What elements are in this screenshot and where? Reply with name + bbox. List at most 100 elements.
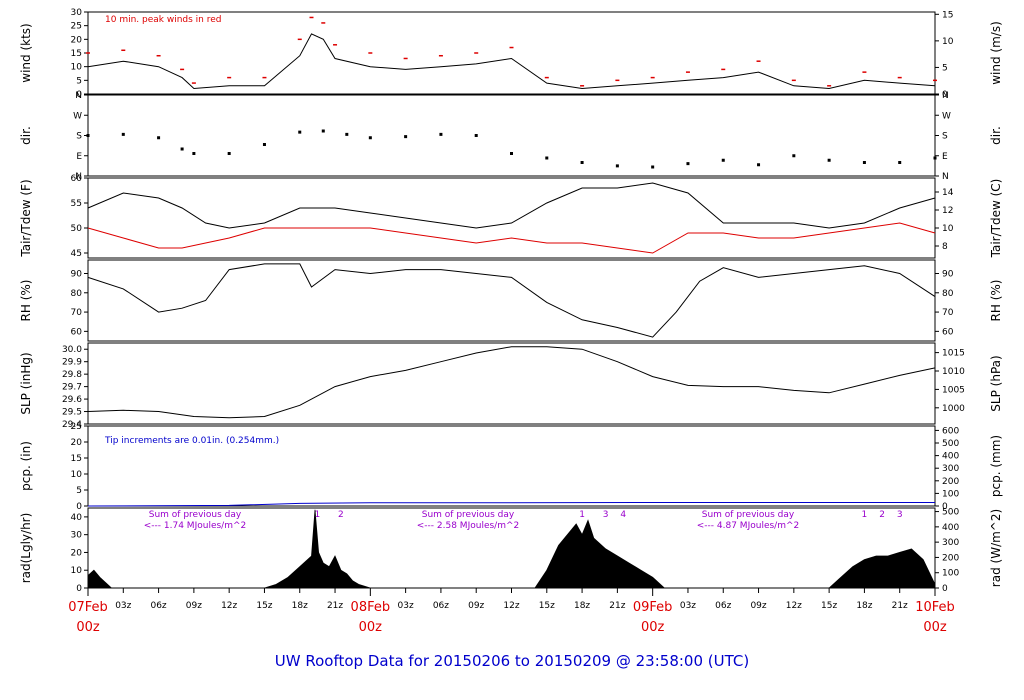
hour-tick-label: 06z [715, 601, 731, 611]
panel-frame [87, 507, 936, 589]
hour-tick-label: 03z [115, 601, 131, 611]
left-tick-label: 20 [71, 548, 83, 558]
right-tick-label: S [942, 132, 948, 142]
radiation-marker: 1 [862, 510, 868, 520]
rh-series-0 [87, 263, 936, 338]
left-tick-label: 29.5 [62, 408, 82, 418]
dir-point [192, 152, 196, 155]
left-tick-label: 29.7 [62, 383, 82, 393]
left-axis-label: rad(Lgly/hr) [19, 513, 33, 584]
radiation-marker: 2 [879, 510, 885, 520]
day-hour-label: 00z [359, 620, 383, 635]
left-tick-label: 0 [76, 90, 82, 100]
dir-point [862, 161, 866, 164]
temp-series-1 [87, 222, 936, 254]
right-tick-label: 100 [942, 569, 959, 579]
right-axis-label: wind (m/s) [989, 21, 1003, 85]
hour-tick-label: 15z [821, 601, 837, 611]
left-tick-label: 60 [71, 327, 83, 337]
figure-title: UW Rooftop Data for 20150206 to 20150209… [275, 652, 749, 670]
dir-point [686, 162, 690, 166]
left-tick-label: 29.9 [62, 358, 82, 368]
left-axis-label: RH (%) [19, 280, 33, 322]
time-axis: 03z 06z 09z 12z 15z 18z 21z 03z 06z 09z 12z 15z 18z 2… [68, 588, 955, 635]
right-tick-label: 300 [942, 538, 959, 548]
day-hour-label: 00z [923, 620, 947, 635]
radiation-marker: 4 [620, 510, 626, 520]
left-tick-label: 15 [71, 454, 82, 464]
left-tick-label: 20 [71, 438, 83, 448]
hour-tick-label: 12z [786, 601, 802, 611]
dir-point [439, 132, 443, 136]
pcp-annotation: Tip increments are 0.01in. (0.254mm.) [104, 436, 279, 446]
dir-point [180, 147, 184, 151]
right-tick-label: 90 [942, 270, 954, 280]
day-date-label: 08Feb [351, 600, 391, 615]
left-tick-label: 10 [71, 566, 83, 576]
hour-tick-label: 21z [892, 601, 908, 611]
dir-point [827, 158, 831, 162]
hour-tick-label: 15z [539, 601, 555, 611]
right-tick-label: 60 [942, 327, 954, 337]
dir-point [721, 158, 725, 162]
dir-point [545, 156, 549, 160]
right-tick-label: N [942, 91, 949, 101]
right-tick-label: 8 [942, 242, 948, 252]
panel-temp: Tair/Tdew (F) Tair/Tdew (C) 45 50 55 60 8 10 12 1… [19, 174, 1003, 259]
radiation-area [87, 509, 936, 589]
dir-point [157, 136, 161, 140]
right-tick-label: 15 [942, 10, 953, 20]
left-tick-label: 5 [76, 486, 82, 496]
hour-tick-label: 15z [256, 601, 272, 611]
dir-point [474, 134, 478, 137]
radiation-sum-value: <--- 1.74 MJoules/m^2 [144, 521, 246, 531]
radiation-marker: 3 [897, 510, 903, 520]
right-tick-label: 100 [942, 489, 959, 499]
left-tick-label: 29.4 [62, 420, 82, 430]
left-tick-label: 30 [71, 531, 83, 541]
hour-tick-label: 18z [574, 601, 590, 611]
right-tick-label: W [942, 111, 951, 121]
radiation-sum-value: <--- 2.58 MJoules/m^2 [417, 521, 519, 531]
panel-frame [87, 342, 936, 425]
hour-tick-label: 09z [468, 601, 484, 611]
wind-series-0 [87, 33, 936, 90]
right-tick-label: 10 [942, 224, 954, 234]
left-tick-label: 29.8 [62, 370, 82, 380]
panel-rh: RH (%) RH (%) 60 70 80 90 60 70 80 90 [19, 259, 1003, 342]
hour-tick-label: 03z [398, 601, 414, 611]
right-tick-label: 10 [942, 37, 954, 47]
left-tick-label: 90 [71, 270, 83, 280]
right-tick-label: 600 [942, 426, 959, 436]
dir-point [615, 164, 619, 168]
day-date-label: 07Feb [68, 600, 108, 615]
left-tick-label: N [75, 172, 82, 182]
hour-tick-label: 21z [327, 601, 343, 611]
right-tick-label: 400 [942, 523, 959, 533]
left-tick-label: 50 [71, 224, 83, 234]
right-tick-label: 5 [942, 63, 948, 73]
hour-tick-label: 03z [680, 601, 696, 611]
left-tick-label: 60 [71, 174, 83, 184]
right-axis-label: Tair/Tdew (C) [989, 179, 1003, 259]
left-tick-label: 5 [76, 76, 82, 86]
left-tick-label: S [76, 132, 82, 142]
day-hour-label: 00z [76, 620, 100, 635]
radiation-marker: 2 [338, 510, 344, 520]
left-axis-label: Tair/Tdew (F) [19, 179, 33, 257]
hour-tick-label: 12z [503, 601, 519, 611]
dir-point [321, 129, 325, 133]
right-tick-label: 300 [942, 464, 959, 474]
panel-frame [87, 94, 936, 177]
right-tick-label: 1010 [942, 367, 965, 377]
left-axis-label: dir. [19, 126, 33, 145]
dir-point [262, 143, 266, 146]
dir-point [898, 161, 902, 164]
left-tick-label: 10 [71, 470, 83, 480]
hour-tick-label: 18z [292, 601, 308, 611]
hour-tick-label: 09z [186, 601, 202, 611]
radiation-marker: 1 [579, 510, 585, 520]
dir-point [792, 154, 796, 158]
